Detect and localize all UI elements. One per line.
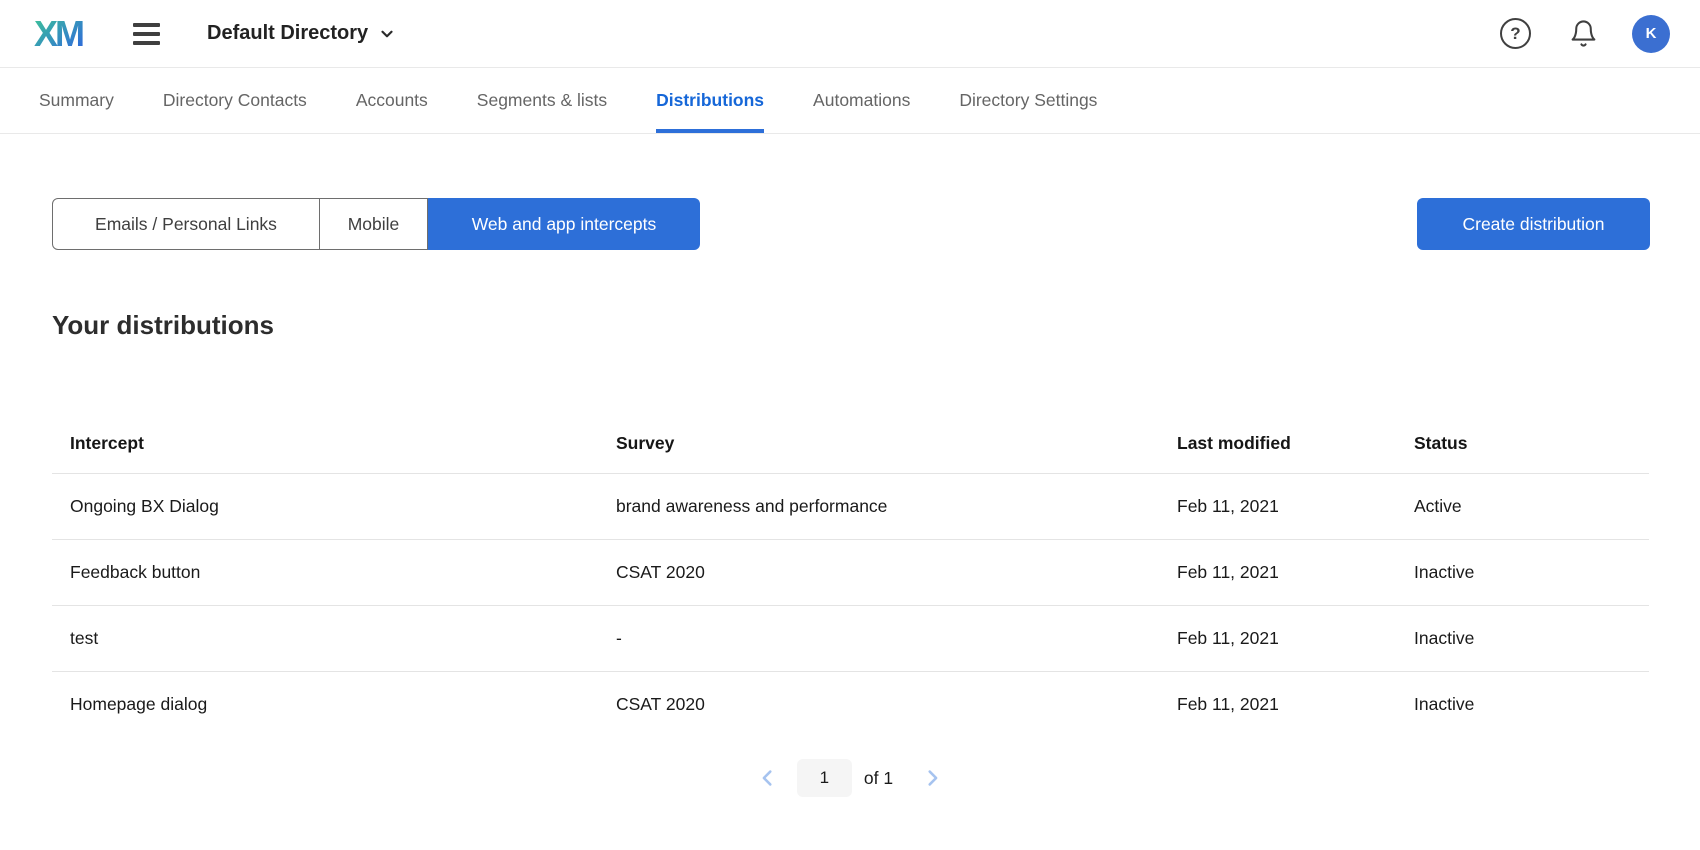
- tab-directory-settings[interactable]: Directory Settings: [959, 90, 1098, 110]
- cell-status: Active: [1414, 496, 1462, 516]
- tab-accounts[interactable]: Accounts: [355, 90, 428, 110]
- cell-status: Inactive: [1414, 694, 1475, 714]
- xm-logo[interactable]: XM: [33, 13, 99, 55]
- column-header-survey: Survey: [616, 432, 675, 453]
- xm-logo-icon: XM: [34, 13, 86, 54]
- page-title: Your distributions: [52, 310, 274, 340]
- tab-directory-contacts[interactable]: Directory Contacts: [162, 90, 307, 110]
- page-number: 1: [819, 768, 830, 787]
- toolbar-row: Emails / Personal Links Mobile Web and a…: [52, 198, 1650, 250]
- create-distribution-button[interactable]: Create distribution: [1417, 198, 1650, 250]
- page-number-input[interactable]: 1: [796, 759, 852, 797]
- column-header-intercept: Intercept: [70, 432, 144, 453]
- cell-last-modified: Feb 11, 2021: [1177, 496, 1279, 516]
- chevron-left-icon[interactable]: [755, 765, 781, 791]
- pagination: 1 of 1: [0, 759, 1700, 797]
- table-header-row: Intercept Survey Last modified Status: [52, 413, 1649, 473]
- table-row[interactable]: Feedback button CSAT 2020 Feb 11, 2021 I…: [52, 539, 1649, 605]
- segment-web-app-intercepts[interactable]: Web and app intercepts: [428, 198, 700, 250]
- directory-selector-label: Default Directory: [207, 22, 369, 44]
- tab-distributions[interactable]: Distributions: [656, 68, 765, 133]
- user-avatar[interactable]: K: [1632, 14, 1670, 53]
- cell-survey: CSAT 2020: [616, 562, 705, 582]
- notifications-bell-icon[interactable]: [1569, 19, 1598, 48]
- column-header-status: Status: [1414, 432, 1468, 453]
- help-icon[interactable]: ?: [1500, 18, 1531, 49]
- svg-text:XM: XM: [34, 13, 83, 54]
- chevron-right-icon[interactable]: [919, 765, 945, 791]
- table-row[interactable]: Homepage dialog CSAT 2020 Feb 11, 2021 I…: [52, 671, 1649, 737]
- help-glyph: ?: [1510, 23, 1521, 43]
- cell-intercept[interactable]: Homepage dialog: [70, 694, 208, 714]
- cell-survey: -: [616, 628, 622, 648]
- directory-nav: Summary Directory Contacts Accounts Segm…: [0, 68, 1700, 134]
- distribution-type-segmented-control: Emails / Personal Links Mobile Web and a…: [52, 198, 700, 250]
- cell-status: Inactive: [1414, 628, 1475, 648]
- cell-intercept[interactable]: Ongoing BX Dialog: [70, 496, 219, 516]
- tab-summary[interactable]: Summary: [39, 90, 114, 110]
- cell-last-modified: Feb 11, 2021: [1177, 628, 1279, 648]
- distributions-table: Intercept Survey Last modified Status On…: [52, 413, 1649, 737]
- cell-survey: brand awareness and performance: [616, 496, 888, 516]
- cell-last-modified: Feb 11, 2021: [1177, 562, 1279, 582]
- hamburger-menu-icon[interactable]: [133, 18, 167, 50]
- column-header-last-modified: Last modified: [1177, 432, 1291, 453]
- chevron-down-icon: [381, 30, 393, 37]
- segment-mobile[interactable]: Mobile: [320, 198, 428, 250]
- cell-survey: CSAT 2020: [616, 694, 705, 714]
- page-count-label: of 1: [863, 767, 894, 788]
- tab-segments-lists[interactable]: Segments & lists: [476, 90, 608, 110]
- segment-emails-personal-links[interactable]: Emails / Personal Links: [52, 198, 320, 250]
- table-row[interactable]: test - Feb 11, 2021 Inactive: [52, 605, 1649, 671]
- cell-last-modified: Feb 11, 2021: [1177, 694, 1279, 714]
- tab-automations[interactable]: Automations: [813, 90, 911, 110]
- cell-intercept[interactable]: test: [70, 628, 99, 648]
- table-row[interactable]: Ongoing BX Dialog brand awareness and pe…: [52, 473, 1649, 539]
- top-bar: XM Default Directory ? K: [0, 0, 1700, 68]
- directory-selector[interactable]: Default Directory: [207, 22, 396, 45]
- cell-status: Inactive: [1414, 562, 1475, 582]
- avatar-initial: K: [1645, 25, 1657, 42]
- cell-intercept[interactable]: Feedback button: [70, 562, 201, 582]
